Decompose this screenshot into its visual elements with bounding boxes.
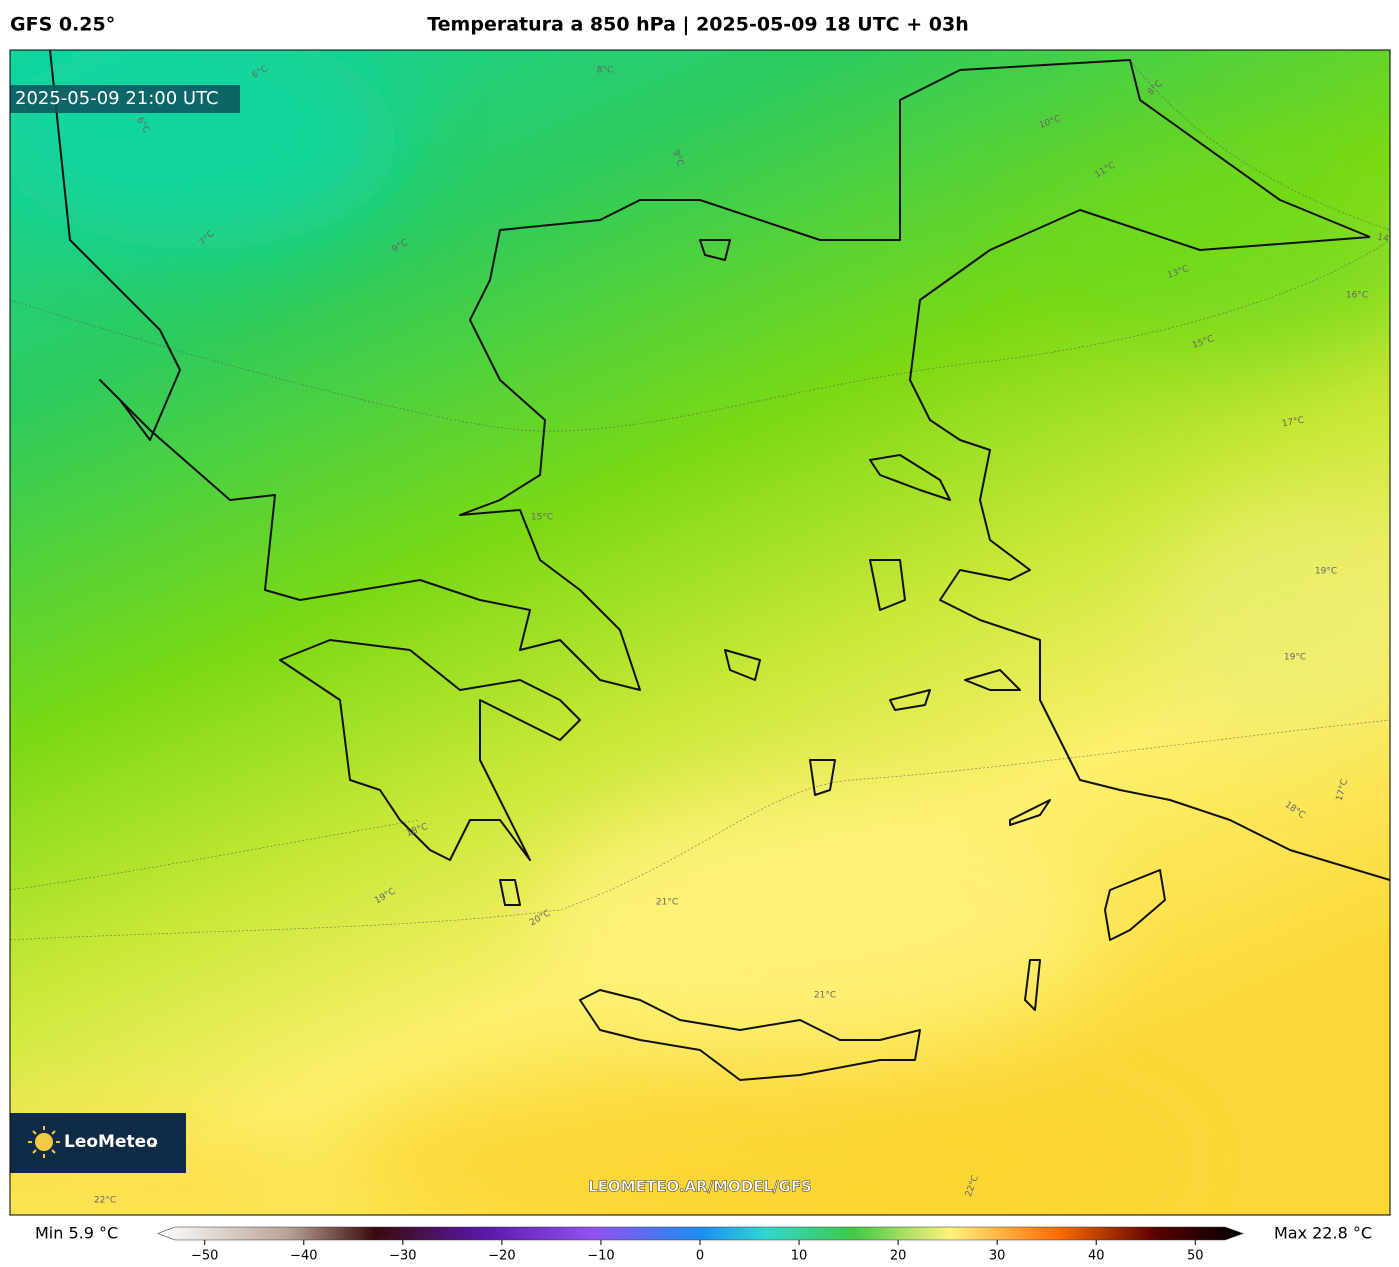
colorbar-tick-label: −10	[587, 1249, 614, 1264]
contour-label: 19°C	[1284, 653, 1306, 663]
coastlines	[49, 50, 1390, 1081]
timestamp: 2025-05-09 21:00 UTC	[15, 88, 219, 109]
timestamp-box	[10, 85, 240, 113]
colorbar-tick-label: 10	[791, 1249, 808, 1264]
colorbar	[157, 1226, 1244, 1241]
logo-suffix: .ar	[148, 1141, 158, 1149]
logo-rays	[28, 1126, 60, 1158]
contour-label: 15°C	[531, 513, 553, 523]
logo-text: LeoMeteo	[64, 1132, 158, 1152]
contour-label: 16°C	[1346, 291, 1368, 301]
contour-label: 21°C	[656, 898, 678, 908]
colorbar-tick-label: −50	[191, 1249, 218, 1264]
min-label: Min 5.9 °C	[35, 1224, 118, 1243]
contour-label: 21°C	[814, 991, 836, 1001]
model-label: GFS 0.25°	[10, 14, 115, 36]
map-frame	[9, 49, 1391, 1216]
contour-label: 14	[1376, 233, 1389, 245]
field-variation	[10, 50, 1390, 1215]
colorbar-tick-label: 20	[890, 1249, 907, 1264]
colorbar-tick-label: 40	[1088, 1249, 1105, 1264]
contour-label: 22°C	[94, 1196, 116, 1206]
map-title: Temperatura a 850 hPa | 2025-05-09 18 UT…	[427, 14, 969, 36]
colorbar-tick-label: 0	[696, 1249, 704, 1264]
contour-label: 19°C	[1315, 567, 1337, 577]
max-label: Max 22.8 °C	[1274, 1224, 1372, 1243]
colorbar-tick-label: 30	[989, 1249, 1006, 1264]
contour-label: 17°C	[1281, 416, 1305, 430]
colorbar-tick-label: −30	[389, 1249, 416, 1264]
map: 6°C 8°C6°C9°C10°C11°C9°C7°C8°C13°C1416°C1…	[10, 50, 1390, 1215]
colorbar-tick-label: −40	[290, 1249, 317, 1264]
contour-label: 8°C	[597, 66, 614, 76]
logo-sun	[35, 1133, 53, 1151]
colorbar-tick-label: −20	[488, 1249, 515, 1264]
colorbar-tick-label: 50	[1187, 1249, 1204, 1264]
isotherms	[10, 59, 1390, 941]
watermark: LEOMETEO.AR/MODEL/GFS	[588, 1178, 812, 1196]
colorbar-ticks: −50 −40 −30 −20 −10 0 10 20 30 40 50	[191, 1240, 1204, 1264]
